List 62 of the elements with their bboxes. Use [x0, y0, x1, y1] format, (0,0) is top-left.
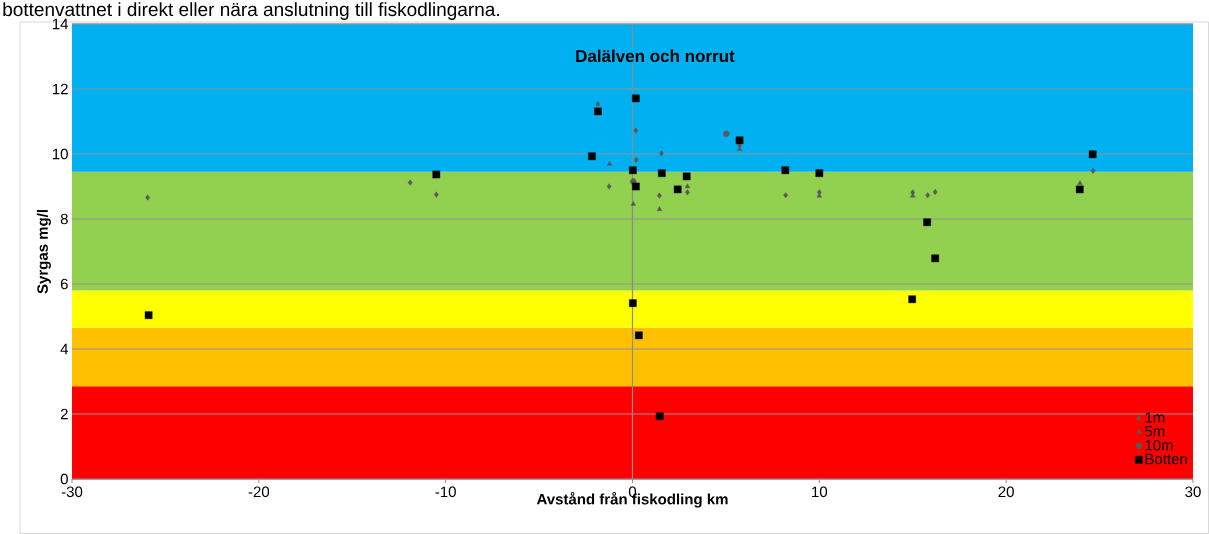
- point: [588, 152, 596, 161]
- x-tick-label: -20: [248, 486, 270, 498]
- point: [736, 146, 743, 151]
- point: [633, 127, 639, 134]
- y-tick-label: 0: [60, 473, 68, 485]
- point: [684, 183, 691, 189]
- legend-label: 10m: [1145, 439, 1173, 451]
- point: [925, 192, 930, 199]
- point: [1077, 180, 1083, 185]
- point: [144, 311, 153, 319]
- point: [432, 170, 441, 179]
- x-tick-label: 10: [812, 486, 828, 498]
- point: [606, 161, 613, 166]
- point: [685, 189, 690, 196]
- point: [659, 150, 664, 157]
- y-tick-label: 6: [60, 278, 68, 290]
- point: [682, 172, 691, 181]
- point: [629, 299, 637, 307]
- point: [815, 169, 824, 177]
- point: [635, 331, 643, 340]
- point: [735, 136, 744, 145]
- point: [932, 189, 938, 196]
- legend-label: Botten: [1145, 453, 1187, 465]
- y-tick-label: 4: [60, 343, 69, 355]
- x-tick-label: 30: [1185, 486, 1201, 498]
- point: [673, 185, 682, 194]
- legend-label: 5m: [1145, 426, 1165, 437]
- x-tick-label: -30: [61, 486, 83, 498]
- point: [632, 182, 640, 191]
- x-tick-label: 20: [998, 486, 1014, 498]
- point: [606, 183, 612, 190]
- point: [629, 166, 637, 175]
- point: [633, 156, 639, 163]
- point: [407, 179, 413, 186]
- point: [145, 194, 150, 201]
- y-axis-title: Syrgas mg/l: [36, 210, 51, 294]
- point: [657, 192, 662, 199]
- x-tick-label: -10: [435, 486, 456, 498]
- point: [595, 100, 601, 107]
- y-tick-label: 10: [52, 148, 68, 160]
- point: [931, 254, 939, 263]
- y-tick-label: 8: [60, 213, 68, 225]
- y-tick-label: 12: [52, 83, 68, 95]
- point: [656, 206, 663, 211]
- point: [908, 295, 916, 304]
- point: [594, 107, 602, 116]
- legend-label: 1m: [1145, 412, 1165, 423]
- point: [1075, 185, 1084, 194]
- point: [632, 94, 640, 103]
- point: [1088, 150, 1097, 159]
- point: [723, 130, 730, 138]
- y-tick-label: 2: [60, 408, 68, 420]
- point: [630, 201, 636, 206]
- point: [1090, 167, 1096, 174]
- point: [434, 191, 439, 198]
- point: [781, 166, 790, 175]
- annotation: Dalälven och norrut: [576, 49, 735, 63]
- point: [658, 169, 666, 177]
- point: [923, 218, 931, 227]
- point: [783, 192, 788, 199]
- y-tick-label: 14: [52, 18, 69, 30]
- point: [655, 412, 664, 421]
